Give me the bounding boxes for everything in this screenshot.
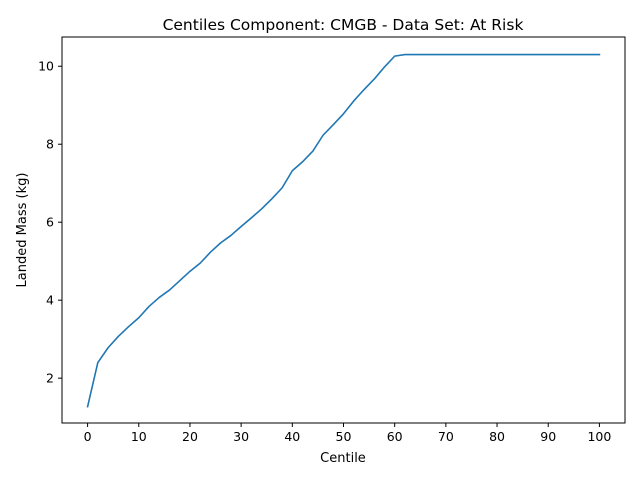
x-axis-label: Centile	[320, 451, 366, 466]
x-tick-label: 60	[387, 429, 403, 444]
y-tick-label: 4	[46, 293, 54, 308]
x-tick-label: 80	[489, 429, 505, 444]
series-layer	[86, 53, 601, 408]
x-tick-label: 0	[84, 429, 92, 444]
x-axis: 0 10 20 30 40 50 60 70 80 90 100	[84, 423, 611, 444]
x-tick-label: 70	[438, 429, 454, 444]
x-tick-label: 90	[540, 429, 556, 444]
x-tick-label: 50	[336, 429, 352, 444]
y-tick-label: 6	[46, 215, 54, 230]
x-tick-label: 20	[182, 429, 198, 444]
y-tick-label: 10	[38, 59, 54, 74]
y-axis: 2 4 6 8 10	[38, 59, 62, 386]
series-line	[86, 53, 601, 408]
y-tick-label: 8	[46, 137, 54, 152]
x-tick-label: 10	[131, 429, 147, 444]
chart-title: Centiles Component: CMGB - Data Set: At …	[163, 16, 524, 34]
y-tick-label: 2	[46, 371, 54, 386]
x-tick-label: 40	[284, 429, 300, 444]
x-tick-label: 100	[587, 429, 611, 444]
x-tick-label: 30	[233, 429, 249, 444]
y-axis-label: Landed Mass (kg)	[15, 173, 30, 288]
